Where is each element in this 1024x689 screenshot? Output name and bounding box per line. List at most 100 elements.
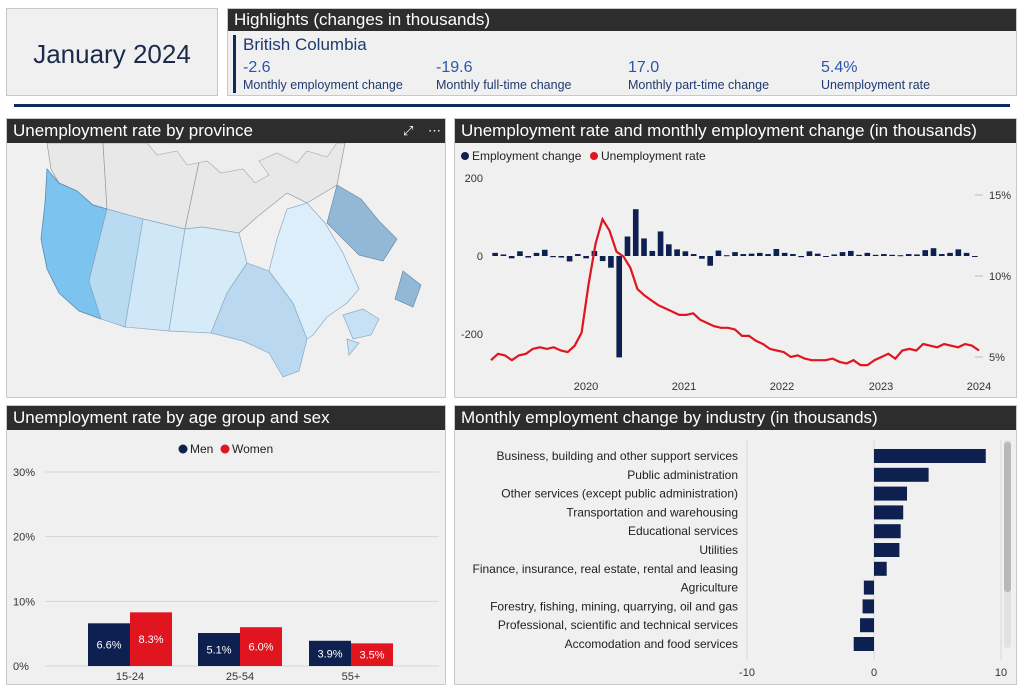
x-tick-label: 2024 bbox=[967, 381, 991, 393]
kpi-value: -2.6 bbox=[243, 59, 271, 76]
employment-change-bar bbox=[757, 252, 763, 256]
employment-change-bar bbox=[955, 249, 962, 256]
map-region-quebec[interactable] bbox=[268, 202, 360, 340]
industry-label: Finance, insurance, real estate, rental … bbox=[473, 562, 739, 576]
kpi-employment-change: -2.6 Monthly employment change bbox=[243, 59, 403, 92]
map-region-maritimes[interactable] bbox=[342, 308, 380, 356]
employment-change-bar bbox=[930, 248, 937, 256]
employment-change-bar bbox=[806, 251, 813, 256]
highlights-title: Highlights (changes in thousands) bbox=[228, 9, 1016, 31]
employment-change-bar bbox=[674, 249, 680, 256]
age-panel-title: Unemployment rate by age group and sex bbox=[7, 406, 445, 430]
industry-bar bbox=[874, 486, 908, 501]
y-left-tick-label: 200 bbox=[465, 173, 483, 185]
employment-change-bar bbox=[839, 252, 846, 256]
employment-change-bar bbox=[550, 256, 556, 258]
x-tick-label: 10 bbox=[995, 667, 1007, 679]
industry-label: Forestry, fishing, mining, quarrying, oi… bbox=[490, 599, 738, 613]
industry-bar bbox=[874, 449, 986, 463]
industry-bar bbox=[862, 599, 874, 614]
industry-bar bbox=[874, 561, 887, 576]
employment-change-bar bbox=[583, 256, 589, 259]
scrollbar-thumb[interactable] bbox=[1004, 442, 1011, 592]
age-sex-chart-panel: Unemployment rate by age group and sex M… bbox=[6, 405, 446, 685]
legend-label-women: Women bbox=[232, 442, 273, 456]
kpi-value: -19.6 bbox=[436, 59, 473, 76]
industry-label: Utilities bbox=[699, 543, 738, 557]
employment-change-bar bbox=[856, 254, 862, 256]
highlights-region: British Columbia bbox=[243, 35, 367, 54]
industry-bar bbox=[863, 580, 874, 595]
employment-change-bar bbox=[823, 256, 829, 257]
x-tick-label: 2021 bbox=[672, 381, 696, 393]
employment-change-bar bbox=[699, 256, 705, 259]
employment-change-bar bbox=[558, 256, 565, 258]
map-region-newfoundland-labrador[interactable] bbox=[326, 184, 422, 308]
employment-change-bar bbox=[723, 255, 730, 257]
employment-change-bar bbox=[872, 254, 879, 256]
employment-change-bar bbox=[732, 252, 738, 256]
canada-map bbox=[40, 143, 422, 378]
employment-change-bar bbox=[963, 252, 970, 256]
kpi-part-time-change: 17.0 Monthly part-time change bbox=[628, 59, 769, 92]
map-region-arctic-islands bbox=[146, 143, 338, 184]
employment-change-bar bbox=[533, 252, 540, 256]
industry-bar bbox=[860, 618, 874, 633]
men-bar bbox=[309, 640, 351, 666]
kpi-full-time-change: -19.6 Monthly full-time change bbox=[436, 59, 571, 92]
industry-panel-title: Monthly employment change by industry (i… bbox=[455, 406, 1016, 430]
employment-change-bar bbox=[864, 252, 871, 256]
y-left-tick-label: -200 bbox=[461, 329, 483, 341]
y-tick-label: 20% bbox=[13, 532, 35, 544]
combo-panel-title: Unemployment rate and monthly employment… bbox=[455, 119, 1016, 143]
employment-change-bar bbox=[624, 236, 631, 256]
industry-bar bbox=[874, 467, 929, 482]
employment-change-bar bbox=[541, 249, 548, 256]
bar-data-label: 3.5% bbox=[359, 650, 384, 662]
employment-change-bar bbox=[657, 231, 664, 256]
industry-label: Educational services bbox=[628, 524, 738, 538]
highlights-accent-bar bbox=[233, 35, 236, 93]
employment-change-bar bbox=[748, 253, 755, 256]
employment-change-bar bbox=[798, 256, 804, 258]
industry-label: Professional, scientific and technical s… bbox=[498, 618, 738, 632]
employment-change-bar bbox=[707, 256, 713, 266]
bar-data-label: 5.1% bbox=[206, 645, 231, 657]
employment-change-bar bbox=[517, 251, 523, 256]
kpi-value: 17.0 bbox=[628, 59, 660, 76]
kpi-value: 5.4% bbox=[821, 59, 858, 76]
employment-change-bar bbox=[914, 254, 920, 256]
y-tick-label: 30% bbox=[13, 467, 35, 479]
employment-change-bar bbox=[831, 254, 838, 256]
employment-change-bar bbox=[632, 209, 639, 256]
map-region-alberta[interactable] bbox=[88, 208, 144, 328]
legend-label-men: Men bbox=[190, 442, 213, 456]
industry-label: Other services (except public administra… bbox=[501, 487, 738, 501]
industry-label: Business, building and other support ser… bbox=[497, 449, 738, 463]
kpi-label: Monthly full-time change bbox=[436, 78, 572, 92]
employment-change-bar bbox=[972, 256, 978, 258]
employment-change-bar bbox=[525, 256, 532, 258]
y-right-tick-label: 10% bbox=[989, 271, 1011, 283]
x-category-label: 55+ bbox=[342, 671, 361, 683]
y-left-tick-label: 0 bbox=[477, 251, 483, 263]
employment-change-bar bbox=[881, 254, 887, 256]
women-bar bbox=[240, 627, 282, 666]
bar-data-label: 8.3% bbox=[138, 634, 163, 646]
employment-change-bar bbox=[847, 250, 854, 256]
industry-label: Transportation and warehousing bbox=[566, 505, 738, 519]
industry-label: Public administration bbox=[627, 468, 738, 482]
employment-change-bar bbox=[641, 238, 647, 256]
employment-change-bar bbox=[765, 254, 771, 256]
age-sex-chart: Men Women 30% 20% 10% 0% 6.6% 8.3% 15-24 5.1% 6.… bbox=[13, 442, 439, 683]
period-label: January 2024 bbox=[33, 39, 191, 69]
period-card: January 2024 bbox=[6, 8, 218, 96]
industry-chart: -10 0 10 Business, building and other supp… bbox=[473, 440, 1011, 679]
x-tick-label: 0 bbox=[871, 667, 877, 679]
employment-change-bar bbox=[500, 254, 507, 256]
expand-icon[interactable]: ⤢ bbox=[403, 123, 414, 138]
kpi-label: Monthly part-time change bbox=[628, 78, 770, 92]
more-options-icon[interactable]: ⋯ bbox=[428, 123, 441, 138]
x-tick-label: 2020 bbox=[574, 381, 598, 393]
industry-label: Agriculture bbox=[681, 581, 739, 595]
